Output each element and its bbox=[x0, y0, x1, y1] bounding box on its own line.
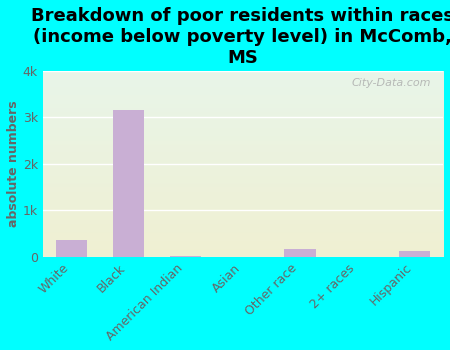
Bar bbox=[399, 251, 430, 257]
Text: City-Data.com: City-Data.com bbox=[351, 78, 431, 88]
Bar bbox=[284, 249, 316, 257]
Bar bbox=[56, 239, 87, 257]
Y-axis label: absolute numbers: absolute numbers bbox=[7, 100, 20, 227]
Bar bbox=[113, 110, 144, 257]
Bar bbox=[170, 256, 202, 257]
Title: Breakdown of poor residents within races
(income below poverty level) in McComb,: Breakdown of poor residents within races… bbox=[32, 7, 450, 66]
